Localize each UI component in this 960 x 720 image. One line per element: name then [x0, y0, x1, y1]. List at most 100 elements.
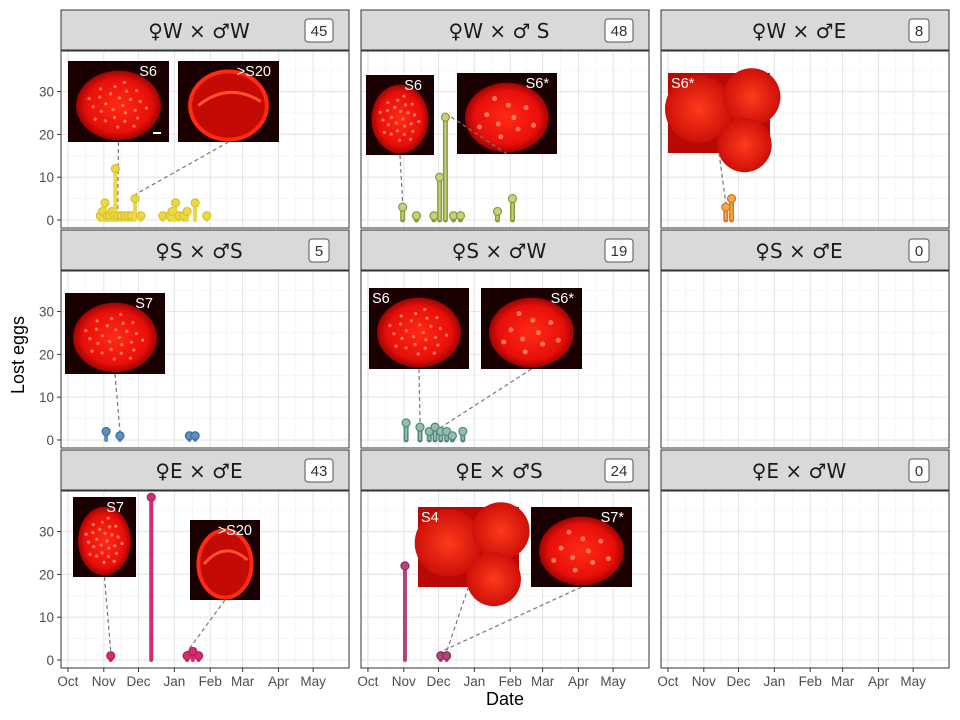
nucleus-dot: [128, 356, 132, 360]
nucleus-dot: [404, 329, 409, 333]
nucleus-dot: [104, 102, 108, 106]
nucleus-dot: [540, 341, 546, 347]
nucleus-dot: [98, 95, 102, 99]
nucleus-dot: [492, 96, 498, 102]
nucleus-dot: [84, 329, 88, 333]
nucleus-dot: [114, 328, 118, 332]
nucleus-dot: [106, 554, 111, 559]
nucleus-dot: [99, 109, 103, 113]
micrograph-inset: S6*: [457, 73, 557, 154]
plot-border: [60, 270, 350, 449]
lollipop-point: [100, 198, 110, 208]
lollipop-point: [435, 172, 445, 182]
nucleus-dot: [484, 112, 490, 118]
nucleus-dot: [117, 335, 121, 340]
x-tick-label: Nov: [692, 674, 716, 689]
x-tick-label: Jan: [163, 674, 185, 689]
lollipop-point: [440, 112, 451, 122]
x-tick-label: Nov: [392, 674, 416, 689]
facet-panel: ♀W × ♂ S 48 S6 S6*: [360, 9, 650, 229]
facet-strip-label: ♀E × ♂E: [155, 459, 242, 483]
nucleus-dot: [433, 335, 438, 339]
facet-strip: [60, 9, 350, 51]
nucleus-dot: [398, 109, 403, 114]
connector-line: [399, 154, 404, 204]
nucleus-dot: [94, 327, 99, 331]
micrograph-stage-label: S6*: [551, 291, 575, 307]
micrograph-inset: S6*: [665, 68, 781, 173]
lollipop-point: [202, 211, 212, 221]
micrograph-inset: >S20: [190, 520, 260, 600]
nucleus-dot: [378, 110, 382, 114]
egg-shape: [371, 84, 429, 154]
nucleus-dot: [388, 324, 392, 328]
connector-line: [186, 599, 226, 653]
nucleus-dot: [409, 319, 413, 323]
y-tick-label: 30: [39, 305, 54, 320]
connector-line: [134, 141, 229, 196]
nucleus-dot: [135, 88, 139, 93]
scale-bar: [153, 132, 161, 134]
nucleus-dot: [605, 556, 611, 562]
nucleus-dot: [531, 122, 537, 128]
micrograph-stage-label: S7: [106, 500, 124, 516]
lollipop-point: [721, 202, 731, 212]
plot-border: [660, 490, 950, 669]
nucleus-dot: [566, 529, 572, 535]
micrograph-stage-label: S6*: [526, 76, 550, 92]
facet-strip-label: ♀W × ♂E: [752, 19, 846, 43]
x-tick-label: Oct: [657, 674, 678, 689]
nucleus-dot: [88, 337, 92, 341]
x-tick-label: Oct: [357, 674, 378, 689]
nucleus-dot: [590, 559, 596, 565]
nucleus-dot: [505, 102, 511, 108]
lollipop-point: [415, 422, 425, 432]
count-badge: [604, 458, 634, 483]
nucleus-dot: [424, 338, 428, 342]
connector-line: [446, 586, 470, 652]
nucleus-dot: [522, 349, 528, 355]
plot-border: [360, 270, 650, 449]
micrograph-inset: S6: [366, 75, 434, 155]
count-badge: [908, 18, 930, 43]
connector-line: [445, 112, 508, 155]
nucleus-dot: [436, 343, 440, 347]
nucleus-dot: [132, 124, 136, 128]
nucleus-dot: [131, 320, 135, 325]
plot-border: [660, 50, 950, 229]
count-badge-value: 24: [611, 463, 628, 480]
count-badge: [308, 238, 330, 263]
lollipop-point: [106, 651, 116, 661]
nucleus-dot: [413, 113, 417, 117]
nucleus-dot: [404, 346, 408, 350]
nucleus-dot: [91, 105, 95, 109]
nucleus-dot: [109, 92, 113, 96]
egg-shape: [76, 70, 161, 141]
y-tick-label: 20: [39, 347, 54, 362]
nucleus-dot: [402, 94, 406, 98]
facet-strip-label: ♀W × ♂W: [148, 19, 250, 43]
micrograph-stage-label: >S20: [237, 64, 271, 80]
egg-shape: [466, 551, 521, 607]
nucleus-dot: [410, 102, 414, 106]
facet-panel: ♀W × ♂W 45 S6 >S20 0 10 20 30: [39, 9, 350, 229]
connector-line: [440, 368, 532, 428]
micrograph-inset: S7: [65, 293, 165, 374]
nucleus-dot: [386, 100, 390, 105]
nucleus-dot: [125, 89, 129, 93]
nucleus-dot: [133, 108, 137, 112]
y-tick-label: 20: [39, 567, 54, 582]
nucleus-dot: [98, 527, 102, 531]
x-tick-label: Mar: [831, 674, 855, 689]
lollipop-point: [726, 193, 737, 204]
nucleus-dot: [113, 544, 117, 548]
facet-strip-label: ♀S × ♂W: [452, 239, 547, 263]
nucleus-dot: [102, 560, 106, 564]
nucleus-dot: [403, 124, 407, 128]
y-tick-label: 10: [39, 610, 54, 625]
axes-layer: Lost eggs Date: [8, 316, 524, 709]
egg-shape: [196, 528, 254, 600]
nucleus-dot: [395, 129, 399, 133]
nucleus-dot: [397, 138, 402, 142]
nucleus-dot: [523, 105, 529, 111]
